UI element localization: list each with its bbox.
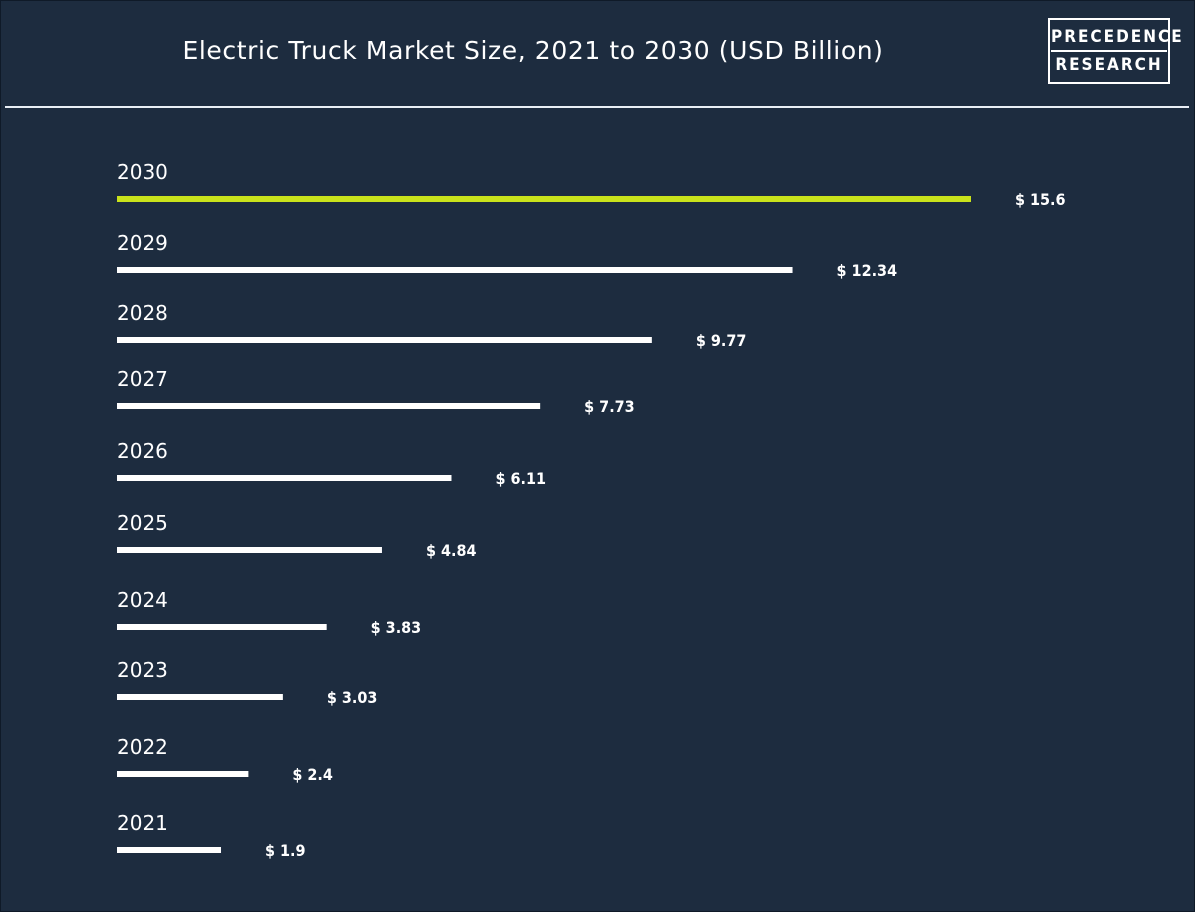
year-label-2029: 2029 <box>117 231 168 255</box>
year-label-2026: 2026 <box>117 439 168 463</box>
year-label-2022: 2022 <box>117 735 168 759</box>
bar-2025 <box>117 547 382 553</box>
bar-2028 <box>117 337 652 343</box>
precedence-research-logo: PRECEDENCE RESEARCH <box>1048 18 1182 84</box>
value-label-2026: $ 6.11 <box>495 469 546 488</box>
year-label-2027: 2027 <box>117 367 168 391</box>
value-label-2022: $ 2.4 <box>292 765 333 784</box>
bar-2027 <box>117 403 541 409</box>
chart-title: Electric Truck Market Size, 2021 to 2030… <box>182 36 884 65</box>
bar-2023 <box>117 694 283 700</box>
logo-text-line1: PRECEDENCE <box>1051 24 1182 52</box>
year-label-2023: 2023 <box>117 658 168 682</box>
year-label-2025: 2025 <box>117 511 168 535</box>
bar-2030 <box>117 196 971 202</box>
header-divider <box>5 106 1189 108</box>
value-label-2025: $ 4.84 <box>426 541 477 560</box>
bar-2026 <box>117 475 452 481</box>
year-label-2028: 2028 <box>117 301 168 325</box>
year-label-2024: 2024 <box>117 588 168 612</box>
bar-2022 <box>117 771 249 777</box>
value-label-2029: $ 12.34 <box>837 261 898 280</box>
bar-2021 <box>117 847 222 853</box>
bar-2029 <box>117 267 793 273</box>
year-label-2030: 2030 <box>117 160 168 184</box>
year-label-2021: 2021 <box>117 811 168 835</box>
logo-text-line2: RESEARCH <box>1055 55 1163 75</box>
value-label-2024: $ 3.83 <box>371 618 422 637</box>
value-label-2028: $ 9.77 <box>696 331 747 350</box>
value-label-2021: $ 1.9 <box>265 841 306 860</box>
bar-2024 <box>117 624 327 630</box>
value-label-2027: $ 7.73 <box>584 397 635 416</box>
value-label-2030: $ 15.6 <box>1015 190 1066 209</box>
value-label-2023: $ 3.03 <box>327 688 378 707</box>
